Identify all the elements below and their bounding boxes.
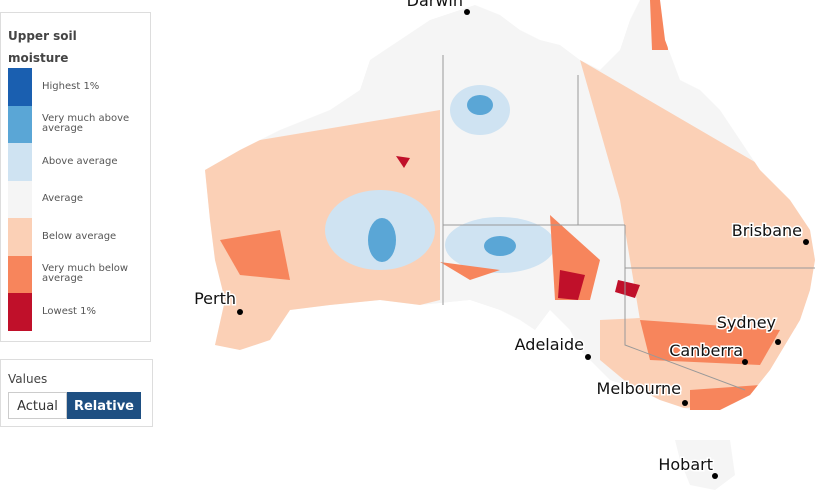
region xyxy=(220,230,290,280)
map-fill xyxy=(205,0,815,490)
city-dot xyxy=(742,359,748,365)
legend-label: Below average xyxy=(42,230,117,242)
state-borders xyxy=(442,55,815,391)
legend-item: Very much above average xyxy=(8,105,148,143)
region xyxy=(396,156,410,168)
city-label: Sydney xyxy=(717,313,776,332)
legend-item: Above average xyxy=(8,143,148,181)
city-dot xyxy=(682,400,688,406)
values-panel: Values Actual Relative xyxy=(0,359,153,427)
region xyxy=(580,60,815,330)
city-dot xyxy=(775,339,781,345)
region xyxy=(615,280,640,298)
city-label: Canberra xyxy=(669,341,743,360)
values-title: Values xyxy=(8,372,48,386)
legend-label: Lowest 1% xyxy=(42,305,97,317)
legend-title: Upper soil moisture xyxy=(8,29,77,65)
legend-label: Average xyxy=(42,193,84,205)
region xyxy=(558,270,585,300)
legend-label: Highest 1% xyxy=(42,80,100,92)
border xyxy=(442,55,815,391)
region xyxy=(205,110,440,360)
legend: Upper soil moisture Highest 1% Very much … xyxy=(0,12,151,342)
city-label: Adelaide xyxy=(515,335,584,354)
region xyxy=(484,236,516,256)
city-dot xyxy=(712,473,718,479)
city-label: Melbourne xyxy=(597,379,681,398)
legend-swatch xyxy=(8,68,32,106)
region xyxy=(440,262,500,280)
legend-item: Below average xyxy=(8,218,148,256)
city-dot xyxy=(464,9,470,15)
region xyxy=(368,218,396,262)
legend-swatch xyxy=(8,218,32,256)
city-label: Perth xyxy=(194,289,236,308)
legend-label: Above average xyxy=(42,155,118,167)
region xyxy=(640,320,780,365)
legend-swatch xyxy=(8,255,32,293)
legend-item: Average xyxy=(8,180,148,218)
legend-label: Very much above average xyxy=(42,113,130,135)
toggle-button[interactable]: Relative xyxy=(67,392,141,419)
city-dot xyxy=(803,239,809,245)
region xyxy=(467,95,493,115)
legend-item: Highest 1% xyxy=(8,68,148,106)
city-label: Darwin xyxy=(407,0,463,10)
region xyxy=(650,0,668,50)
legend-item: Lowest 1% xyxy=(8,293,148,331)
toggle-button[interactable]: Actual xyxy=(8,392,67,419)
city-label: Brisbane xyxy=(732,221,802,240)
legend-swatch xyxy=(8,105,32,143)
legend-swatch xyxy=(8,180,32,218)
legend-swatch xyxy=(8,293,32,331)
city-label: Hobart xyxy=(658,455,713,474)
legend-label: Very much below average xyxy=(42,263,129,285)
legend-swatch xyxy=(8,143,32,181)
city-dot xyxy=(585,354,591,360)
legend-item: Very much below average xyxy=(8,255,148,293)
city-dot xyxy=(237,309,243,315)
